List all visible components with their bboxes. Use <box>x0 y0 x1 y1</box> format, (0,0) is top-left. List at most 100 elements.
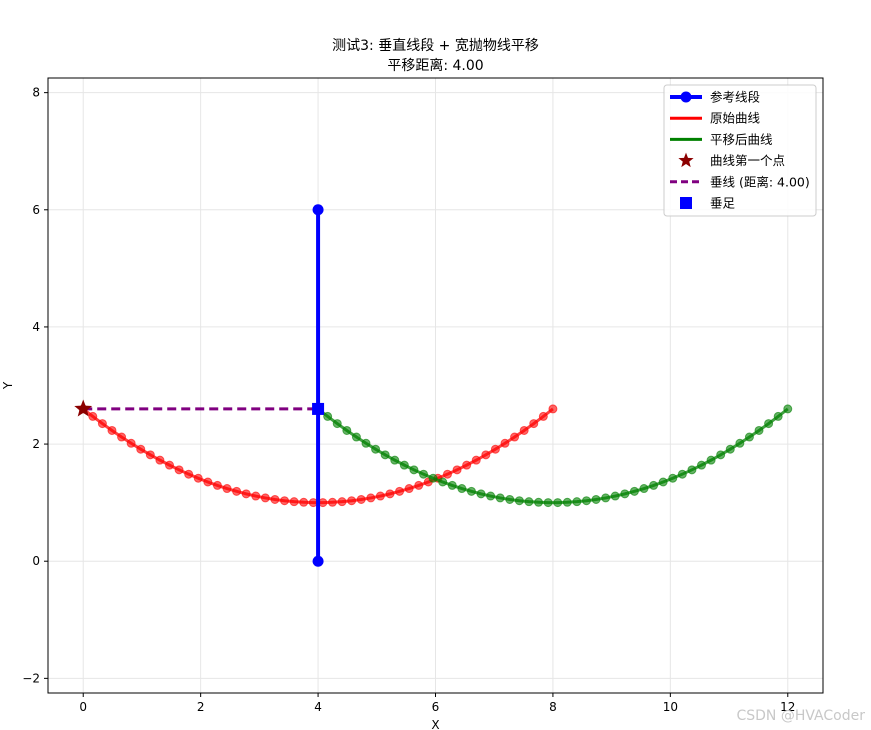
curve-point <box>534 497 544 507</box>
curve-point <box>706 455 716 465</box>
curve-point <box>716 450 726 460</box>
x-tick-label: 2 <box>197 700 205 714</box>
curve-point <box>260 493 270 503</box>
curve-point <box>351 432 361 442</box>
curve-point <box>553 498 563 508</box>
curve-point <box>241 489 251 499</box>
curve-point <box>572 497 582 507</box>
curve-point <box>581 496 591 506</box>
curve-point <box>447 480 457 490</box>
plot-frame <box>47 77 824 694</box>
y-axis-label: Y <box>1 381 15 390</box>
curve-point <box>620 489 630 499</box>
legend-label: 垂线 (距离: 4.00) <box>710 174 810 189</box>
curve-point <box>754 425 764 435</box>
curve-point <box>524 497 534 507</box>
curve-point <box>735 438 745 448</box>
curve-point <box>404 484 414 494</box>
curve-point <box>232 486 242 496</box>
curve-point <box>601 493 611 503</box>
reference-segment-endpoint <box>312 204 324 216</box>
curve-point <box>452 465 462 475</box>
curve-point <box>529 419 539 429</box>
curve-point <box>212 480 222 490</box>
curve-point <box>764 419 774 429</box>
x-tick-label: 6 <box>432 700 440 714</box>
curve-point <box>136 444 146 454</box>
curve-point <box>783 404 793 414</box>
data-series <box>74 204 793 567</box>
curve-point <box>222 484 232 494</box>
curve-point <box>327 497 337 507</box>
curve-point <box>385 489 395 499</box>
curve-point <box>548 404 558 414</box>
curve-point <box>409 465 419 475</box>
curve-point <box>639 484 649 494</box>
curve-point <box>510 432 520 442</box>
curve-point <box>361 438 371 448</box>
curve-point <box>490 444 500 454</box>
y-tick-label: −2 <box>22 671 40 685</box>
y-tick-label: 2 <box>32 437 40 451</box>
reference-segment <box>312 204 324 567</box>
x-axis-label: X <box>431 718 439 730</box>
curve-point <box>88 411 98 421</box>
chart-title: 测试3: 垂直线段 + 宽抛物线平移 <box>332 37 539 54</box>
curve-point <box>193 473 203 483</box>
curve-point <box>471 455 481 465</box>
curve-point <box>629 486 639 496</box>
reference-segment-endpoint <box>312 555 324 567</box>
x-tick-label: 4 <box>314 700 322 714</box>
curve-point <box>337 497 347 507</box>
curve-point <box>380 450 390 460</box>
y-tick-label: 4 <box>32 320 40 334</box>
legend-swatch-square <box>680 197 692 209</box>
chart-subtitle: 平移距离: 4.00 <box>387 57 483 74</box>
curve-point <box>395 486 405 496</box>
curve-point <box>591 494 601 504</box>
curve-point <box>668 473 678 483</box>
watermark-text: CSDN @HVACoder <box>736 708 865 724</box>
legend-item: 平移后曲线 <box>670 132 773 147</box>
legend-label: 平移后曲线 <box>710 132 773 147</box>
curve-point <box>251 491 261 501</box>
curve-point <box>462 460 472 470</box>
curve-point <box>428 473 438 483</box>
x-tick-label: 10 <box>663 700 678 714</box>
legend-label: 原始曲线 <box>710 111 761 126</box>
curve-point <box>155 455 165 465</box>
legend-swatch-star <box>678 152 694 168</box>
curve-point <box>610 491 620 501</box>
curve-point <box>457 484 467 494</box>
curve-point <box>126 438 136 448</box>
curve-point <box>514 496 524 506</box>
curve-point <box>744 432 754 442</box>
curve-point <box>97 419 107 429</box>
curve-point <box>184 469 194 479</box>
axis-ticks: 0 2 4 6 8 10 12 −2 0 2 4 6 8 <box>22 86 795 714</box>
curve-point <box>697 460 707 470</box>
curve-point <box>476 489 486 499</box>
curve-point <box>145 450 155 460</box>
legend-item: 原始曲线 <box>670 111 761 126</box>
curve-point <box>366 493 376 503</box>
curve-point <box>562 497 572 507</box>
perpendicular-foot-marker <box>312 402 325 415</box>
x-tick-label: 12 <box>780 700 795 714</box>
curve-point <box>442 469 452 479</box>
legend-label: 垂足 <box>710 196 736 211</box>
curve-point <box>164 460 174 470</box>
curve-point <box>356 494 366 504</box>
curve-point <box>174 465 184 475</box>
y-tick-label: 8 <box>32 86 40 100</box>
y-tick-label: 0 <box>32 554 40 568</box>
y-tick-label: 6 <box>32 203 40 217</box>
curve-point <box>390 455 400 465</box>
curve-point <box>347 496 357 506</box>
curve-point <box>399 460 409 470</box>
curve-point <box>466 486 476 496</box>
curve-point <box>117 432 127 442</box>
first-point-star <box>74 399 93 417</box>
curve-point <box>438 477 448 487</box>
